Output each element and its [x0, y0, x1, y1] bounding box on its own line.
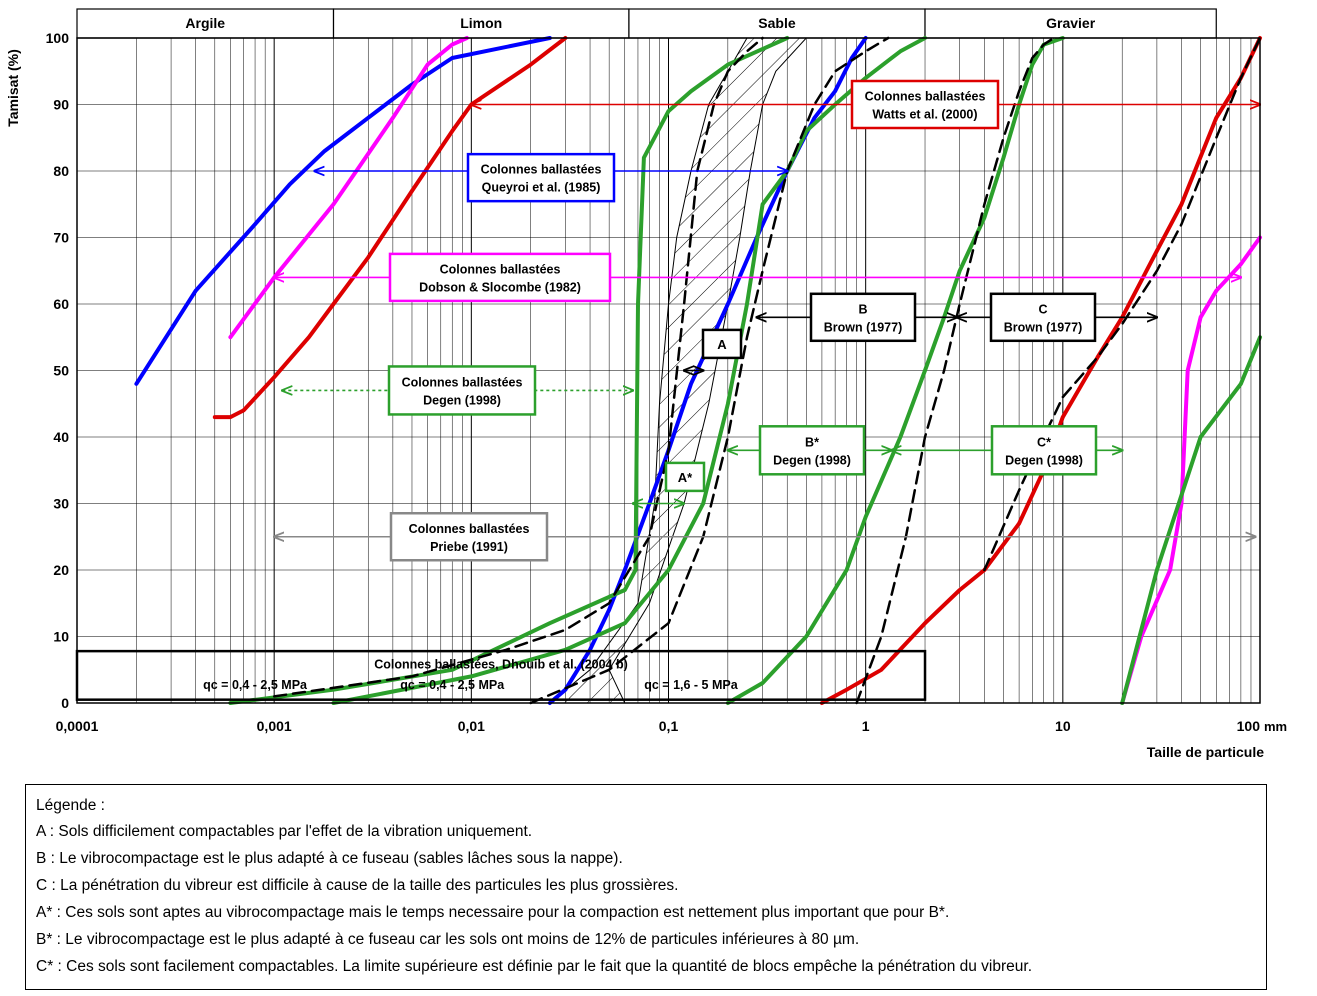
soil-class-label: Argile [185, 15, 225, 31]
annotation-label: Colonnes ballastées [402, 375, 523, 389]
annotation-label: B [858, 302, 867, 316]
annotation-label: Brown (1977) [1004, 320, 1083, 334]
soil-class-label: Limon [460, 15, 502, 31]
y-tick-label: 70 [53, 230, 69, 246]
annotation-label: Colonnes ballastées [481, 163, 602, 177]
y-tick-label: 50 [53, 363, 69, 379]
y-tick-label: 0 [61, 695, 69, 711]
soil-class-cell [924, 8, 1217, 39]
annotation-box [389, 512, 549, 562]
y-axis-label: Tamisat (%) [5, 49, 21, 127]
legend-item-b: B : Le vibrocompactage est le plus adapt… [36, 850, 623, 867]
annotation-box [809, 292, 917, 343]
x-tick-label: 0,0001 [56, 718, 99, 734]
annotation-label: Colonnes ballastées [409, 522, 530, 536]
annotation-box [664, 461, 706, 493]
dhouib-box-title: Colonnes ballastées, Dhouib et al. (2004… [374, 657, 628, 671]
annotation-label: C [1038, 302, 1047, 316]
y-tick-label: 60 [53, 296, 69, 312]
y-tick-label: 40 [53, 429, 69, 445]
annotation-label: Brown (1977) [824, 320, 903, 334]
annotation-label: Degen (1998) [1005, 453, 1083, 467]
grading-curve [529, 36, 890, 705]
y-tick-label: 90 [53, 97, 69, 113]
grading-curve [1120, 335, 1262, 705]
y-tick-label: 30 [53, 496, 69, 512]
grading-curve [228, 36, 790, 705]
annotation-label: A* [678, 470, 693, 485]
legend-item-a-star: A* : Ces sols sont aptes au vibrocompact… [36, 904, 950, 921]
annotation-label: Watts et al. (2000) [872, 108, 977, 122]
soil-class-cell [628, 8, 926, 39]
annotation-box [989, 292, 1097, 343]
y-tick-label: 10 [53, 629, 69, 645]
annotation-label: C* [1037, 435, 1051, 449]
legend-item-c: C : La pénétration du vibreur est diffic… [36, 877, 679, 894]
grading-curve [272, 36, 764, 698]
legend-item-c-star: C* : Ces sols sont facilement compactabl… [36, 958, 1033, 975]
x-unit-label: mm [1264, 719, 1287, 734]
annotation-box [466, 152, 616, 203]
soil-class-label: Gravier [1046, 15, 1096, 31]
annotation-box [388, 252, 612, 303]
grading-curve [134, 36, 552, 386]
annotation-box [701, 328, 743, 360]
annotation-box [990, 425, 1098, 476]
annotation-label: Colonnes ballastées [865, 90, 986, 104]
annotation-label: A [717, 337, 727, 352]
annotation-label: Queyroi et al. (1985) [482, 181, 601, 195]
y-tick-label: 80 [53, 163, 69, 179]
legend-item-a: A : Sols difficilement compactables par … [36, 823, 533, 840]
annotation-box [850, 79, 1000, 130]
y-tick-label: 100 [46, 30, 70, 46]
x-tick-label: 10 [1055, 718, 1071, 734]
annotation-label: B* [805, 435, 819, 449]
grading-curve [212, 36, 568, 420]
y-tick-label: 20 [53, 562, 69, 578]
x-tick-label: 0,1 [659, 718, 679, 734]
dhouib-qc-label: qc = 0,4 - 2,5 MPa [400, 678, 505, 692]
annotation-label: Priebe (1991) [430, 540, 508, 554]
soil-class-label: Sable [758, 15, 796, 31]
legend-item-b-star: B* : Le vibrocompactage est le plus adap… [36, 931, 860, 948]
annotation-label: Degen (1998) [773, 453, 851, 467]
plot-frame [76, 37, 1261, 704]
legend-box: Légende : A : Sols difficilement compact… [25, 784, 1267, 990]
x-tick-label: 0,01 [458, 718, 485, 734]
x-tick-label: 100 [1237, 718, 1261, 734]
annotation-box [758, 425, 866, 476]
annotation-label: Colonnes ballastées [440, 262, 561, 276]
x-axis-label: Taille de particule [1147, 744, 1264, 760]
dhouib-qc-label: qc = 1,6 - 5 MPa [644, 678, 738, 692]
x-tick-label: 1 [862, 718, 870, 734]
annotation-box [387, 365, 537, 416]
particle-size-chart: Argile Limon Sable Gravier Colonnes ballasté… [5, 8, 1287, 760]
dhouib-qc-label: qc = 0,4 - 2,5 MPa [203, 678, 308, 692]
annotation-label: Dobson & Slocombe (1982) [419, 280, 581, 294]
annotation-label: Degen (1998) [423, 393, 501, 407]
legend-title: Légende : [36, 797, 105, 814]
x-tick-label: 0,001 [257, 718, 292, 734]
